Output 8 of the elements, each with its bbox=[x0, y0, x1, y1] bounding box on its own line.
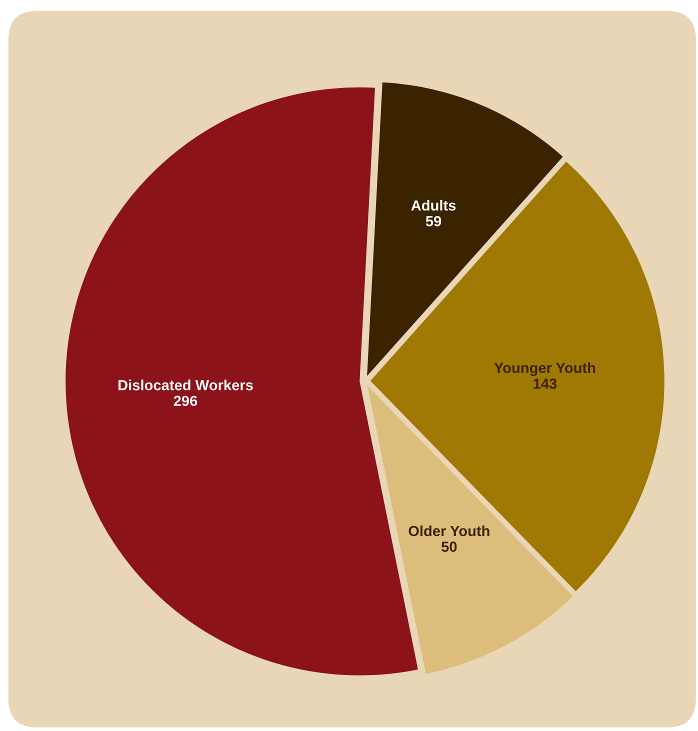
slice-label: Adults bbox=[411, 200, 456, 211]
data-label: 143 bbox=[534, 378, 557, 389]
data-label: 59 bbox=[426, 216, 442, 226]
slice-label: Older Youth bbox=[408, 525, 490, 536]
data-label: 296 bbox=[174, 396, 198, 406]
data-label: 50 bbox=[442, 542, 457, 552]
slice-label: Younger Youth bbox=[494, 362, 596, 376]
slice-label: Dislocated Workers bbox=[118, 380, 253, 390]
